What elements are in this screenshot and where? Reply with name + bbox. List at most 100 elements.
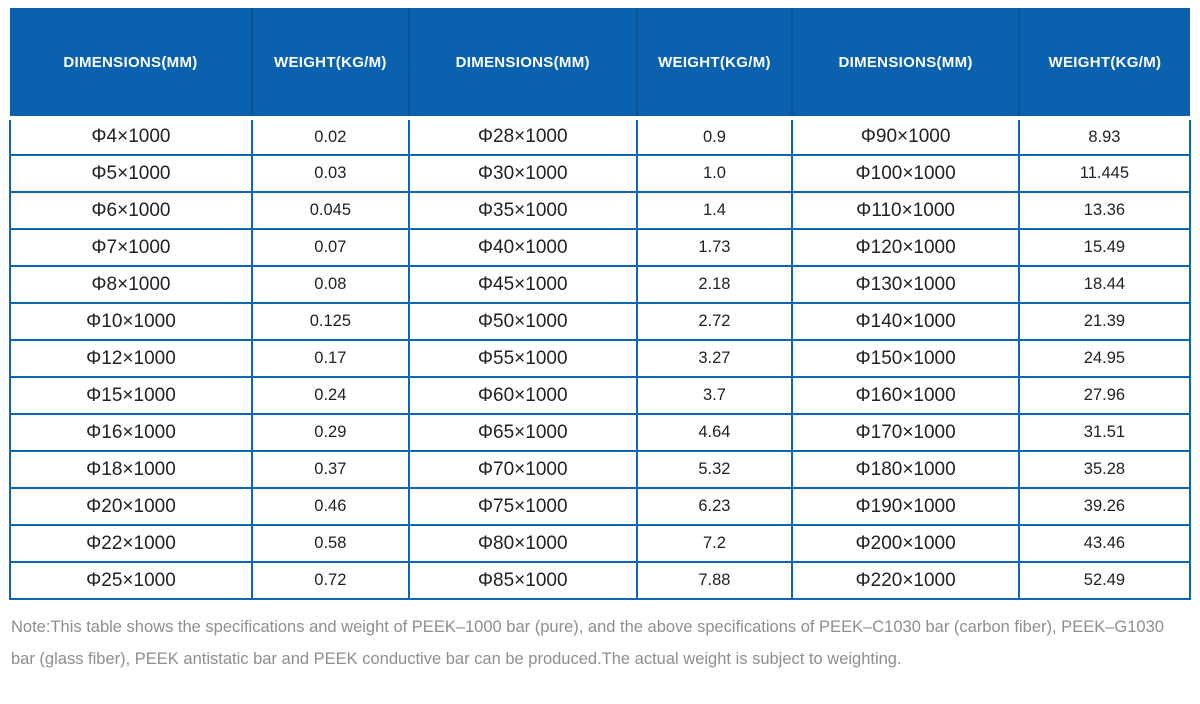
weight-cell: 0.03 <box>250 154 410 193</box>
table-row: Φ6×1000 0.045 Φ35×1000 1.4 Φ110×1000 13.36 <box>9 191 1192 230</box>
dimension-cell: Φ7×1000 <box>9 228 253 267</box>
dimension-cell: Φ150×1000 <box>791 339 1020 378</box>
dimension-cell: Φ80×1000 <box>407 524 638 563</box>
dimension-cell: Φ20×1000 <box>9 487 253 526</box>
weight-cell: 0.07 <box>250 228 410 267</box>
dimension-cell: Φ190×1000 <box>791 487 1020 526</box>
table-header: DIMENSIONS(MM) WEIGHT(KG/M) DIMENSIONS(M… <box>10 8 1190 118</box>
header-dimensions-2: DIMENSIONS(MM) <box>407 8 637 118</box>
weight-cell: 1.73 <box>635 228 794 267</box>
weight-cell: 7.88 <box>635 561 794 600</box>
header-weight-1: WEIGHT(KG/M) <box>250 8 409 118</box>
dimension-cell: Φ160×1000 <box>791 376 1020 415</box>
dimension-cell: Φ140×1000 <box>791 302 1020 341</box>
weight-cell: 13.36 <box>1017 191 1192 230</box>
table-row: Φ15×1000 0.24 Φ60×1000 3.7 Φ160×1000 27.96 <box>9 376 1192 415</box>
weight-cell: 7.2 <box>635 524 794 563</box>
dimension-cell: Φ8×1000 <box>9 265 253 304</box>
weight-cell: 2.18 <box>635 265 794 304</box>
dimension-cell: Φ50×1000 <box>407 302 638 341</box>
weight-cell: 35.28 <box>1017 450 1192 489</box>
table-row: Φ16×1000 0.29 Φ65×1000 4.64 Φ170×1000 31.51 <box>9 413 1192 452</box>
weight-cell: 0.37 <box>250 450 410 489</box>
weight-cell: 0.17 <box>250 339 410 378</box>
dimension-cell: Φ60×1000 <box>407 376 638 415</box>
weight-cell: 2.72 <box>635 302 794 341</box>
dimension-cell: Φ40×1000 <box>407 228 638 267</box>
weight-cell: 0.08 <box>250 265 410 304</box>
dimension-cell: Φ10×1000 <box>9 302 253 341</box>
dimension-cell: Φ25×1000 <box>9 561 253 600</box>
table-row: Φ18×1000 0.37 Φ70×1000 5.32 Φ180×1000 35.28 <box>9 450 1192 489</box>
header-weight-2: WEIGHT(KG/M) <box>635 8 793 118</box>
weight-cell: 31.51 <box>1017 413 1192 452</box>
dimension-cell: Φ70×1000 <box>407 450 638 489</box>
weight-cell: 0.9 <box>635 116 794 156</box>
weight-cell: 3.7 <box>635 376 794 415</box>
table-row: Φ7×1000 0.07 Φ40×1000 1.73 Φ120×1000 15.49 <box>9 228 1192 267</box>
peek-bar-spec-page: DIMENSIONS(MM) WEIGHT(KG/M) DIMENSIONS(M… <box>9 8 1192 675</box>
dimension-cell: Φ28×1000 <box>407 116 638 156</box>
weight-cell: 27.96 <box>1017 376 1192 415</box>
header-dimensions-1: DIMENSIONS(MM) <box>10 8 252 118</box>
weight-cell: 4.64 <box>635 413 794 452</box>
dimension-cell: Φ100×1000 <box>791 154 1020 193</box>
dimension-cell: Φ200×1000 <box>791 524 1020 563</box>
dimension-cell: Φ120×1000 <box>791 228 1020 267</box>
weight-cell: 1.0 <box>635 154 794 193</box>
dimension-cell: Φ35×1000 <box>407 191 638 230</box>
table-row: Φ22×1000 0.58 Φ80×1000 7.2 Φ200×1000 43.46 <box>9 524 1192 563</box>
weight-cell: 52.49 <box>1017 561 1192 600</box>
dimension-cell: Φ110×1000 <box>791 191 1020 230</box>
dimension-cell: Φ18×1000 <box>9 450 253 489</box>
dimension-cell: Φ5×1000 <box>9 154 253 193</box>
weight-cell: 5.32 <box>635 450 794 489</box>
header-weight-3: WEIGHT(KG/M) <box>1017 8 1190 118</box>
dimension-cell: Φ12×1000 <box>9 339 253 378</box>
dimension-cell: Φ22×1000 <box>9 524 253 563</box>
table-row: Φ4×1000 0.02 Φ28×1000 0.9 Φ90×1000 8.93 <box>9 116 1192 156</box>
weight-cell: 15.49 <box>1017 228 1192 267</box>
weight-cell: 0.045 <box>250 191 410 230</box>
weight-cell: 0.125 <box>250 302 410 341</box>
header-row: DIMENSIONS(MM) WEIGHT(KG/M) DIMENSIONS(M… <box>10 8 1190 118</box>
dimension-cell: Φ15×1000 <box>9 376 253 415</box>
header-dimensions-3: DIMENSIONS(MM) <box>791 8 1019 118</box>
spec-table: DIMENSIONS(MM) WEIGHT(KG/M) DIMENSIONS(M… <box>9 8 1192 600</box>
weight-cell: 0.02 <box>250 116 410 156</box>
dimension-cell: Φ30×1000 <box>407 154 638 193</box>
table-body: Φ4×1000 0.02 Φ28×1000 0.9 Φ90×1000 8.93 Φ5×100… <box>9 116 1192 600</box>
table-row: Φ25×1000 0.72 Φ85×1000 7.88 Φ220×1000 52.49 <box>9 561 1192 600</box>
weight-cell: 0.58 <box>250 524 410 563</box>
dimension-cell: Φ75×1000 <box>407 487 638 526</box>
weight-cell: 3.27 <box>635 339 794 378</box>
weight-cell: 0.72 <box>250 561 410 600</box>
weight-cell: 1.4 <box>635 191 794 230</box>
dimension-cell: Φ45×1000 <box>407 265 638 304</box>
weight-cell: 0.46 <box>250 487 410 526</box>
weight-cell: 0.29 <box>250 413 410 452</box>
table-row: Φ12×1000 0.17 Φ55×1000 3.27 Φ150×1000 24.95 <box>9 339 1192 378</box>
dimension-cell: Φ65×1000 <box>407 413 638 452</box>
dimension-cell: Φ220×1000 <box>791 561 1020 600</box>
dimension-cell: Φ85×1000 <box>407 561 638 600</box>
weight-cell: 39.26 <box>1017 487 1192 526</box>
table-row: Φ20×1000 0.46 Φ75×1000 6.23 Φ190×1000 39.26 <box>9 487 1192 526</box>
dimension-cell: Φ180×1000 <box>791 450 1020 489</box>
dimension-cell: Φ16×1000 <box>9 413 253 452</box>
dimension-cell: Φ170×1000 <box>791 413 1020 452</box>
table-row: Φ10×1000 0.125 Φ50×1000 2.72 Φ140×1000 21.39 <box>9 302 1192 341</box>
weight-cell: 43.46 <box>1017 524 1192 563</box>
weight-cell: 18.44 <box>1017 265 1192 304</box>
dimension-cell: Φ55×1000 <box>407 339 638 378</box>
weight-cell: 0.24 <box>250 376 410 415</box>
table-row: Φ5×1000 0.03 Φ30×1000 1.0 Φ100×1000 11.445 <box>9 154 1192 193</box>
dimension-cell: Φ130×1000 <box>791 265 1020 304</box>
note-text: Note:This table shows the specifications… <box>11 618 1164 669</box>
weight-cell: 21.39 <box>1017 302 1192 341</box>
dimension-cell: Φ4×1000 <box>9 116 253 156</box>
weight-cell: 8.93 <box>1017 116 1192 156</box>
weight-cell: 6.23 <box>635 487 794 526</box>
dimension-cell: Φ90×1000 <box>791 116 1020 156</box>
table-row: Φ8×1000 0.08 Φ45×1000 2.18 Φ130×1000 18.44 <box>9 265 1192 304</box>
